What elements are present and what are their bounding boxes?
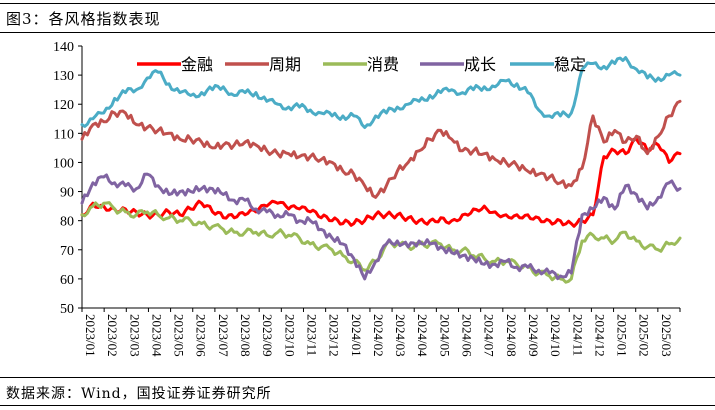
x-tick-label: 2024/05 (437, 314, 452, 357)
figure-source: 数据来源：Wind，国投证券证券研究所 (6, 386, 272, 402)
x-tick-label: 2024/12 (592, 314, 607, 357)
bottom-rule (0, 405, 715, 406)
x-tick-label: 2025/01 (615, 314, 630, 357)
title-underline (0, 32, 715, 33)
x-tick-label: 2024/07 (482, 314, 497, 357)
line-chart: 50 60 70 80 90 100 110 120 130 140 2023/01 2023/02 2… (53, 40, 682, 357)
x-tick-label: 2023/08 (238, 314, 253, 357)
x-tick-label: 2025/02 (637, 314, 652, 357)
legend-label: 周期 (269, 56, 301, 74)
legend: 金融 周期 消费 成长 稳定 (137, 56, 586, 74)
y-tick-label: 80 (60, 215, 74, 230)
y-tick-label: 140 (53, 40, 74, 55)
y-tick-label: 50 (60, 302, 74, 317)
x-tick-label: 2023/03 (127, 314, 142, 357)
x-tick-label: 2023/01 (83, 314, 98, 357)
x-tick-label: 2023/05 (172, 314, 187, 357)
x-tick-label: 2024/04 (415, 314, 430, 357)
legend-label: 消费 (367, 56, 399, 74)
x-tick-label: 2024/03 (393, 314, 408, 357)
y-tick-label: 110 (54, 127, 74, 142)
y-tick-label: 70 (60, 244, 74, 259)
x-tick-label: 2024/02 (371, 314, 386, 357)
figure-title: 图3：各风格指数表现 (6, 10, 161, 28)
x-tick-label: 2023/10 (282, 314, 297, 357)
x-tick-label: 2023/06 (194, 314, 209, 357)
x-tick-label: 2024/10 (548, 314, 563, 357)
series-line (80, 99, 682, 199)
x-tick-label: 2023/11 (304, 314, 319, 356)
series-line (80, 137, 682, 228)
x-tick-label: 2023/12 (327, 314, 342, 357)
y-tick-label: 90 (60, 186, 74, 201)
x-tick-label: 2025/03 (659, 314, 674, 357)
axes: 50 60 70 80 90 100 110 120 130 140 2023/01 2023/02 2… (53, 40, 681, 357)
legend-label: 稳定 (554, 56, 586, 74)
x-tick-label: 2024/08 (504, 314, 519, 357)
x-tick-label: 2024/09 (526, 314, 541, 357)
series-line (80, 56, 682, 129)
x-tick-label: 2024/06 (460, 314, 475, 357)
source-rule (0, 377, 715, 378)
y-tick-label: 130 (53, 69, 74, 84)
x-tick-label: 2024/11 (570, 314, 585, 356)
x-tick-label: 2023/09 (260, 314, 275, 357)
legend-label: 成长 (464, 56, 496, 74)
x-tick-label: 2024/01 (349, 314, 364, 357)
series-lines (80, 56, 682, 284)
legend-label: 金融 (181, 56, 213, 74)
y-tick-label: 120 (53, 98, 74, 113)
y-tick-label: 60 (60, 273, 74, 288)
x-tick-label: 2023/04 (149, 314, 164, 357)
y-tick-label: 100 (53, 156, 74, 171)
x-tick-label: 2023/07 (216, 314, 231, 357)
top-rule (0, 3, 715, 4)
x-tick-label: 2023/02 (105, 314, 120, 357)
series-line (80, 172, 682, 281)
